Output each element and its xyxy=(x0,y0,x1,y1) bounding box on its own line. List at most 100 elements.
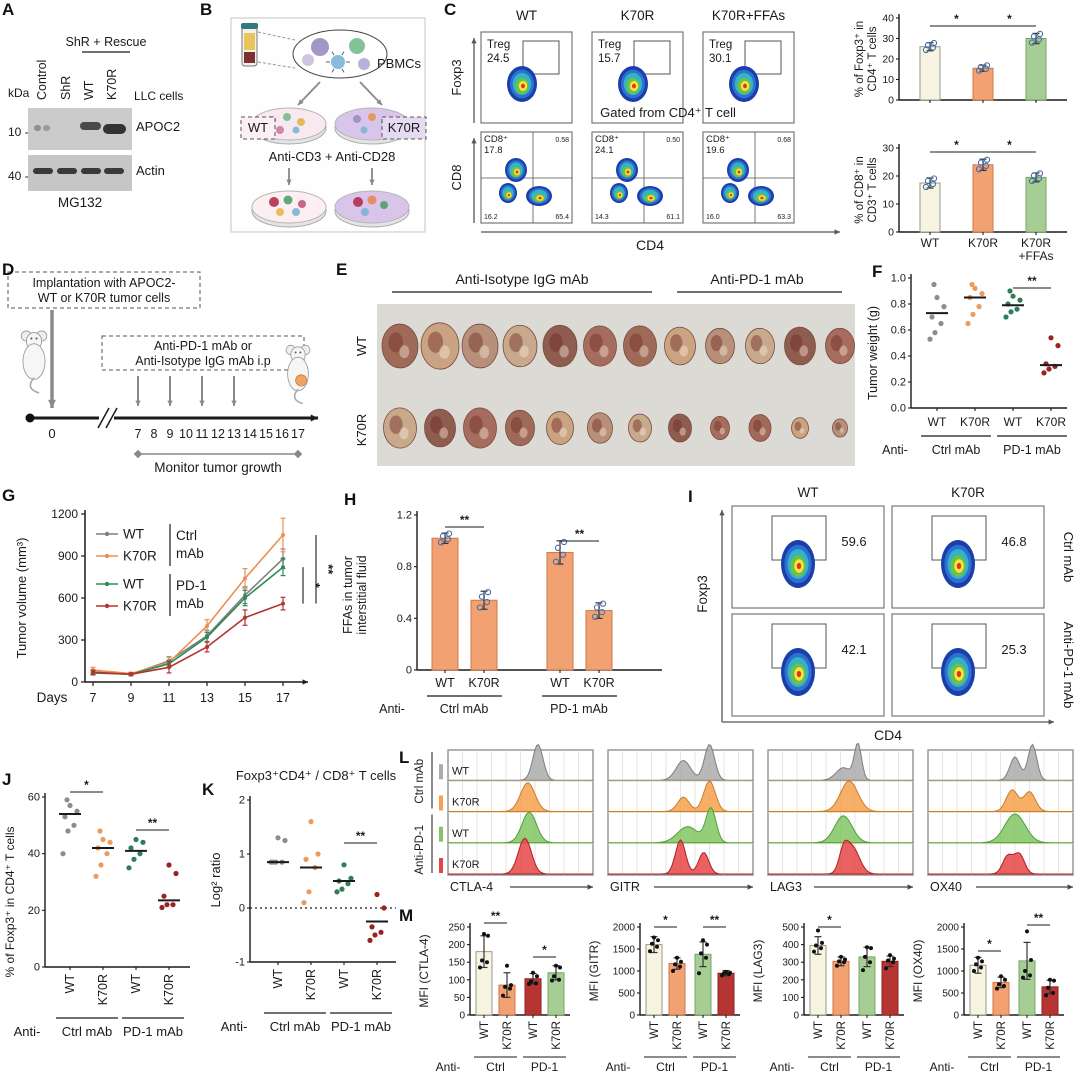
svg-text:40 -: 40 - xyxy=(8,169,29,183)
svg-text:K70R: K70R xyxy=(452,859,480,871)
svg-text:MFI (GITR): MFI (GITR) xyxy=(587,941,601,1002)
svg-text:400: 400 xyxy=(782,940,799,951)
svg-text:900: 900 xyxy=(58,549,78,563)
svg-text:K70R: K70R xyxy=(951,485,985,500)
svg-text:kDa: kDa xyxy=(8,86,30,100)
svg-text:K70R: K70R xyxy=(502,1021,514,1050)
svg-text:Ctrl: Ctrl xyxy=(980,1060,999,1074)
svg-text:K70R: K70R xyxy=(105,69,119,100)
svg-text:Actin: Actin xyxy=(136,163,165,178)
svg-text:19.6: 19.6 xyxy=(706,145,725,156)
svg-text:K70R: K70R xyxy=(721,1021,733,1050)
svg-text:WT: WT xyxy=(649,1021,661,1039)
svg-text:11: 11 xyxy=(196,427,209,441)
svg-text:WT: WT xyxy=(698,1021,710,1039)
svg-text:300: 300 xyxy=(782,958,799,969)
svg-text:Ctrl mAb: Ctrl mAb xyxy=(1061,532,1076,583)
svg-text:K70R: K70R xyxy=(996,1021,1008,1050)
svg-text:K70R: K70R xyxy=(123,549,157,564)
panel-k-scatter: Foxp3⁺CD4⁺ / CD8⁺ T cells Log² ratio -1 0 1 2… xyxy=(208,768,397,1034)
svg-text:**: ** xyxy=(356,829,366,843)
svg-text:Anti-: Anti- xyxy=(14,1024,41,1039)
svg-text:K70R: K70R xyxy=(388,120,421,135)
svg-text:OX40: OX40 xyxy=(930,880,962,894)
svg-text:CD8⁺: CD8⁺ xyxy=(595,134,619,145)
svg-text:40: 40 xyxy=(28,848,40,860)
svg-text:1000: 1000 xyxy=(613,967,636,978)
panel-h-label: H xyxy=(344,490,357,509)
svg-text:interstitial fluid: interstitial fluid xyxy=(355,555,369,634)
panel-d-label: D xyxy=(2,260,15,279)
svg-text:Foxp3: Foxp3 xyxy=(695,575,710,613)
svg-text:WT: WT xyxy=(928,415,947,429)
svg-text:*: * xyxy=(1007,12,1012,26)
panel-c-bar-charts: 0 10 20 30 40 * * % of Foxp3⁺ in CD4⁺ T cells 0 10… xyxy=(854,12,1067,263)
svg-text:0.2: 0.2 xyxy=(891,377,906,389)
svg-text:Ctrl mAb: Ctrl mAb xyxy=(440,702,489,716)
svg-text:WT: WT xyxy=(123,527,144,542)
svg-text:ShR: ShR xyxy=(59,76,73,100)
svg-text:600: 600 xyxy=(58,591,78,605)
panel-k-label: K xyxy=(202,780,215,799)
svg-text:9: 9 xyxy=(128,691,135,705)
svg-text:0: 0 xyxy=(629,1011,635,1022)
svg-text:0: 0 xyxy=(48,426,55,441)
svg-text:K70R: K70R xyxy=(551,1021,563,1050)
svg-text:0.0: 0.0 xyxy=(891,403,906,415)
svg-text:Ctrl mAb: Ctrl mAb xyxy=(932,443,981,457)
svg-text:Ctrl: Ctrl xyxy=(176,528,197,543)
svg-text:7: 7 xyxy=(135,427,142,441)
svg-text:2: 2 xyxy=(239,795,245,807)
svg-text:K70R: K70R xyxy=(123,599,157,614)
svg-text:+FFAs: +FFAs xyxy=(1018,249,1053,263)
svg-text:20: 20 xyxy=(28,905,40,917)
svg-text:Anti-PD-1 mAb: Anti-PD-1 mAb xyxy=(1061,622,1076,709)
svg-text:15: 15 xyxy=(238,691,252,705)
svg-text:2000: 2000 xyxy=(937,923,960,934)
svg-text:Ctrl mAb: Ctrl mAb xyxy=(414,759,426,804)
svg-text:K70R: K70R xyxy=(968,236,998,250)
panel-e-label: E xyxy=(336,260,348,279)
svg-text:Anti-PD-1: Anti-PD-1 xyxy=(414,825,426,875)
svg-text:Treg: Treg xyxy=(709,39,732,51)
svg-text:*: * xyxy=(987,937,992,951)
svg-text:FFAs in tumor: FFAs in tumor xyxy=(341,556,355,634)
svg-text:12: 12 xyxy=(211,427,225,441)
svg-text:Ctrl: Ctrl xyxy=(820,1060,839,1074)
svg-text:16.0: 16.0 xyxy=(706,214,720,221)
svg-text:13: 13 xyxy=(227,427,241,441)
svg-text:WT: WT xyxy=(528,1021,540,1039)
svg-text:Anti-: Anti- xyxy=(606,1060,631,1074)
svg-text:*: * xyxy=(663,913,668,927)
svg-text:PD-1 mAb: PD-1 mAb xyxy=(123,1024,183,1039)
svg-text:15.7: 15.7 xyxy=(598,53,620,65)
svg-text:K70R: K70R xyxy=(96,974,110,1005)
svg-text:K70R: K70R xyxy=(1021,236,1051,250)
svg-text:Days: Days xyxy=(37,690,68,705)
svg-text:46.8: 46.8 xyxy=(1001,534,1026,549)
svg-text:*: * xyxy=(954,12,959,26)
svg-text:**: ** xyxy=(148,816,158,830)
panel-i-label: I xyxy=(688,487,693,506)
svg-text:*: * xyxy=(84,778,89,792)
svg-text:WT: WT xyxy=(337,969,351,989)
svg-text:*: * xyxy=(1007,138,1012,152)
svg-text:Anti-: Anti- xyxy=(882,443,908,457)
svg-text:*: * xyxy=(827,913,832,927)
svg-text:10: 10 xyxy=(882,74,894,86)
svg-text:PD-1 mAb: PD-1 mAb xyxy=(1003,443,1061,457)
svg-text:16.2: 16.2 xyxy=(484,214,498,221)
svg-text:WT: WT xyxy=(550,676,570,690)
svg-text:% of Foxp3⁺ in CD4⁺ T cells: % of Foxp3⁺ in CD4⁺ T cells xyxy=(3,827,17,978)
svg-text:0.4: 0.4 xyxy=(891,351,906,363)
svg-text:WT: WT xyxy=(354,336,369,356)
svg-text:10: 10 xyxy=(882,199,894,211)
panel-j-label: J xyxy=(2,770,12,789)
svg-text:K70R: K70R xyxy=(672,1021,684,1050)
svg-text:WT: WT xyxy=(452,828,469,840)
svg-text:0.50: 0.50 xyxy=(666,137,680,144)
svg-text:Treg: Treg xyxy=(487,39,510,51)
svg-text:WT: WT xyxy=(798,485,819,500)
svg-text:PD-1: PD-1 xyxy=(531,1060,559,1074)
